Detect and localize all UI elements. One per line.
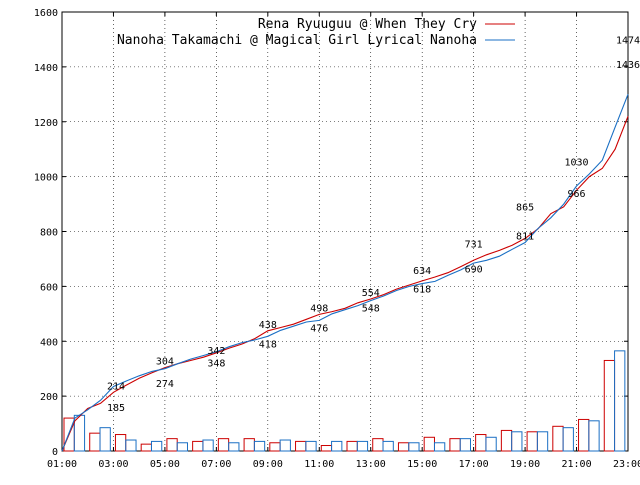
data-label: 1030 bbox=[564, 157, 588, 168]
data-label: 690 bbox=[465, 265, 483, 276]
bar bbox=[243, 438, 255, 452]
legend-label: Rena Ryuuguu @ When They Cry bbox=[258, 17, 477, 32]
bar bbox=[500, 429, 513, 452]
bar bbox=[372, 438, 384, 452]
data-label: 554 bbox=[362, 288, 380, 299]
bar bbox=[485, 436, 497, 452]
data-label: 1436 bbox=[616, 60, 640, 71]
bar bbox=[269, 442, 281, 452]
x-tick-label: 09:00 bbox=[253, 459, 283, 470]
x-tick-label: 07:00 bbox=[201, 459, 231, 470]
bar bbox=[217, 438, 230, 452]
bar bbox=[423, 436, 435, 452]
data-label: 476 bbox=[310, 323, 328, 334]
bar bbox=[295, 440, 307, 452]
y-tick-label: 1400 bbox=[34, 63, 58, 74]
series-line bbox=[61, 116, 629, 452]
x-tick-label: 01:00 bbox=[47, 459, 77, 470]
bar bbox=[459, 438, 471, 452]
bar bbox=[346, 440, 358, 452]
data-label: 185 bbox=[107, 403, 125, 414]
bar bbox=[552, 425, 564, 452]
y-tick-label: 800 bbox=[40, 228, 58, 239]
data-label: 811 bbox=[516, 231, 534, 242]
bar bbox=[536, 431, 549, 452]
data-label: 214 bbox=[107, 381, 125, 392]
bar bbox=[125, 439, 137, 452]
bar bbox=[89, 432, 101, 452]
x-tick-label: 11:00 bbox=[304, 459, 334, 470]
bar bbox=[562, 427, 574, 452]
data-label: 438 bbox=[259, 320, 277, 331]
x-tick-label: 03:00 bbox=[98, 459, 128, 470]
bar bbox=[433, 442, 446, 452]
data-label: 348 bbox=[207, 359, 225, 370]
bar bbox=[202, 439, 214, 452]
y-tick-label: 400 bbox=[40, 337, 58, 348]
bar bbox=[99, 427, 111, 452]
bar bbox=[578, 418, 590, 452]
data-label: 1474 bbox=[616, 36, 640, 47]
bar bbox=[449, 438, 461, 452]
bar bbox=[114, 434, 127, 452]
bar bbox=[475, 434, 487, 452]
bar bbox=[305, 440, 317, 452]
bar bbox=[73, 414, 86, 452]
bar bbox=[588, 420, 600, 452]
x-tick-label: 23:00 bbox=[613, 459, 640, 470]
bar bbox=[253, 440, 266, 452]
bar bbox=[526, 431, 538, 452]
x-tick-label: 17:00 bbox=[459, 459, 489, 470]
data-label: 304 bbox=[156, 357, 174, 368]
x-tick-label: 15:00 bbox=[407, 459, 437, 470]
bar bbox=[614, 350, 626, 452]
bar bbox=[511, 431, 523, 452]
bar bbox=[279, 439, 291, 452]
data-label: 618 bbox=[413, 284, 431, 295]
x-tick-label: 05:00 bbox=[150, 459, 180, 470]
bar bbox=[382, 440, 394, 452]
x-tick-label: 21:00 bbox=[561, 459, 591, 470]
bar bbox=[356, 440, 369, 452]
bar bbox=[228, 442, 240, 452]
series-line bbox=[61, 94, 629, 452]
data-label: 418 bbox=[259, 339, 277, 350]
bar bbox=[397, 442, 410, 452]
data-label: 548 bbox=[362, 304, 380, 315]
y-tick-label: 1000 bbox=[34, 173, 58, 184]
x-tick-label: 13:00 bbox=[356, 459, 386, 470]
data-label: 634 bbox=[413, 266, 431, 277]
bar bbox=[192, 440, 204, 452]
legend-label: Nanoha Takamachi @ Magical Girl Lyrical … bbox=[117, 33, 477, 48]
bar bbox=[140, 443, 152, 452]
y-tick-label: 1600 bbox=[34, 8, 58, 19]
data-label: 865 bbox=[516, 203, 534, 214]
y-tick-label: 200 bbox=[40, 392, 58, 403]
x-tick-label: 19:00 bbox=[510, 459, 540, 470]
data-label: 966 bbox=[568, 189, 586, 200]
bar bbox=[331, 440, 343, 452]
bar bbox=[166, 438, 178, 452]
data-label: 342 bbox=[207, 346, 225, 357]
y-tick-label: 600 bbox=[40, 282, 58, 293]
bar bbox=[176, 442, 188, 452]
bar bbox=[408, 442, 420, 452]
data-label: 498 bbox=[310, 303, 328, 314]
bar bbox=[320, 445, 333, 452]
data-label: 274 bbox=[156, 379, 174, 390]
data-label: 731 bbox=[465, 239, 483, 250]
y-tick-label: 1200 bbox=[34, 118, 58, 129]
bar bbox=[603, 359, 616, 452]
y-tick-label: 0 bbox=[52, 447, 58, 458]
bar bbox=[150, 440, 163, 452]
